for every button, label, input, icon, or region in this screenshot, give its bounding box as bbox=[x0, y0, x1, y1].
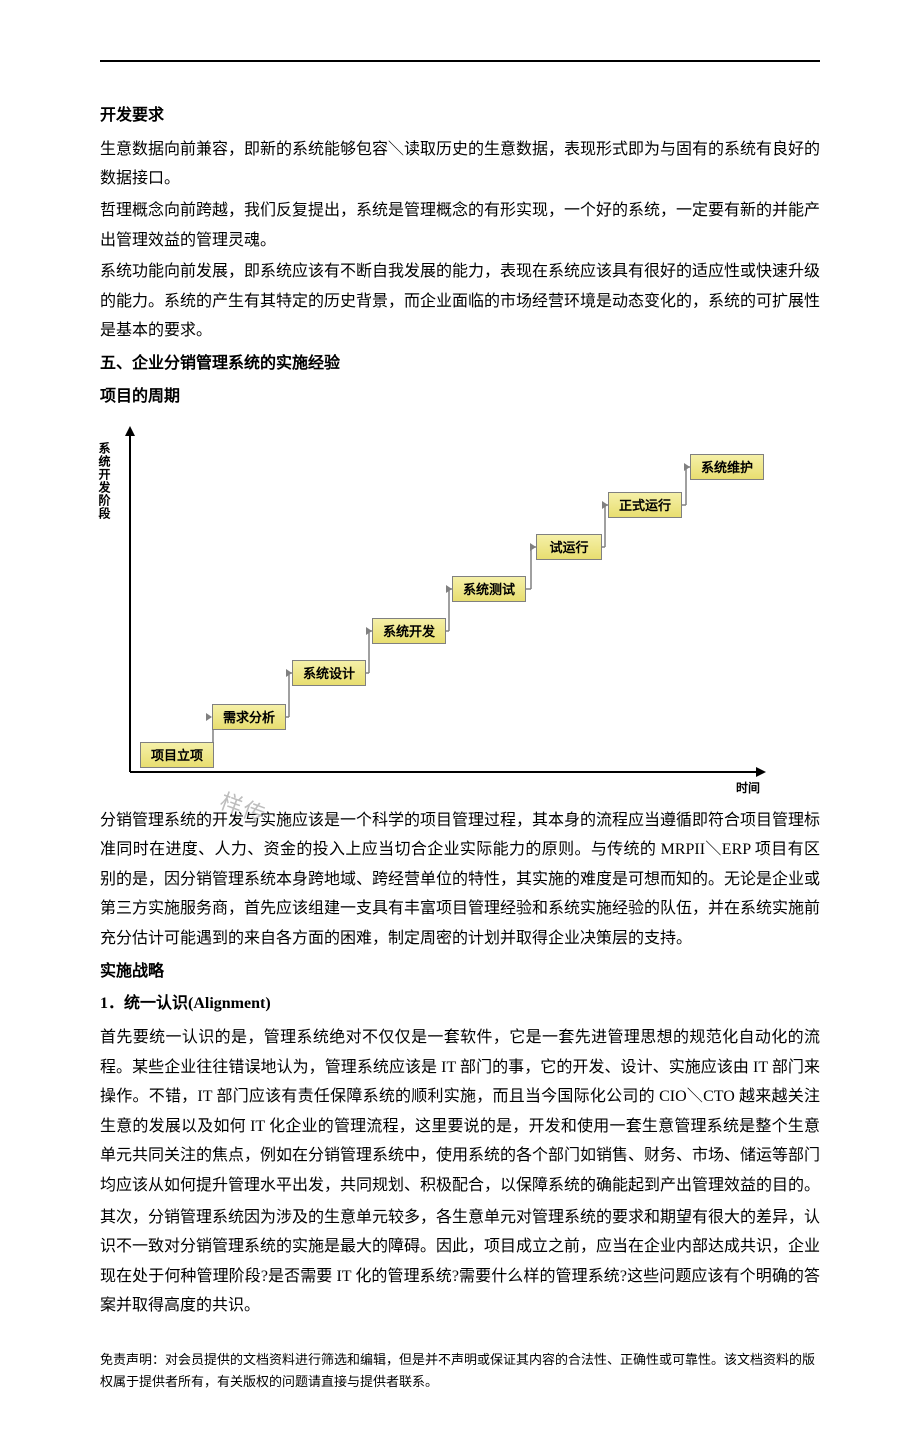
chart-stage-box: 系统维护 bbox=[690, 454, 764, 480]
chart-stage-box: 正式运行 bbox=[608, 492, 682, 518]
document-page: 开发要求 生意数据向前兼容，即新的系统能够包容＼读取历史的生意数据，表现形式即为… bbox=[0, 0, 920, 1433]
chart-stage-box: 需求分析 bbox=[212, 704, 286, 730]
chart-x-axis-label: 时间 bbox=[736, 779, 760, 796]
project-cycle-chart: 系统开发阶段 项目立项需求分析系统设计系统开发系统测试试运行正式运行系统维护 时… bbox=[100, 422, 770, 802]
chart-stage-box: 项目立项 bbox=[140, 742, 214, 768]
top-rule bbox=[100, 60, 820, 62]
chart-stage-box: 系统设计 bbox=[292, 660, 366, 686]
dev-req-p2: 哲理概念向前跨越，我们反复提出，系统是管理概念的有形实现，一个好的系统，一定要有… bbox=[100, 196, 820, 255]
dev-req-p1: 生意数据向前兼容，即新的系统能够包容＼读取历史的生意数据，表现形式即为与固有的系… bbox=[100, 135, 820, 194]
alignment-p2: 其次，分销管理系统因为涉及的生意单元较多，各生意单元对管理系统的要求和期望有很大… bbox=[100, 1203, 820, 1321]
dev-req-p3: 系统功能向前发展，即系统应该有不断自我发展的能力，表现在系统应该具有很好的适应性… bbox=[100, 257, 820, 346]
alignment-title: 1．统一认识(Alignment) bbox=[100, 990, 820, 1019]
chart-stage-box: 试运行 bbox=[536, 534, 602, 560]
impl-strategy-title: 实施战略 bbox=[100, 958, 820, 987]
chart-stage-box: 系统测试 bbox=[452, 576, 526, 602]
chart-stage-box: 系统开发 bbox=[372, 618, 446, 644]
dev-req-title: 开发要求 bbox=[100, 102, 820, 131]
after-chart-para: 分销管理系统的开发与实施应该是一个科学的项目管理过程，其本身的流程应当遵循即符合… bbox=[100, 806, 820, 954]
alignment-p1: 首先要统一认识的是，管理系统绝对不仅仅是一套软件，它是一套先进管理思想的规范化自… bbox=[100, 1023, 820, 1201]
section-five-title: 五、企业分销管理系统的实施经验 bbox=[100, 350, 820, 379]
project-cycle-title: 项目的周期 bbox=[100, 383, 820, 412]
disclaimer: 免责声明：对会员提供的文档资料进行筛选和编辑，但是并不声明或保证其内容的合法性、… bbox=[100, 1349, 820, 1393]
